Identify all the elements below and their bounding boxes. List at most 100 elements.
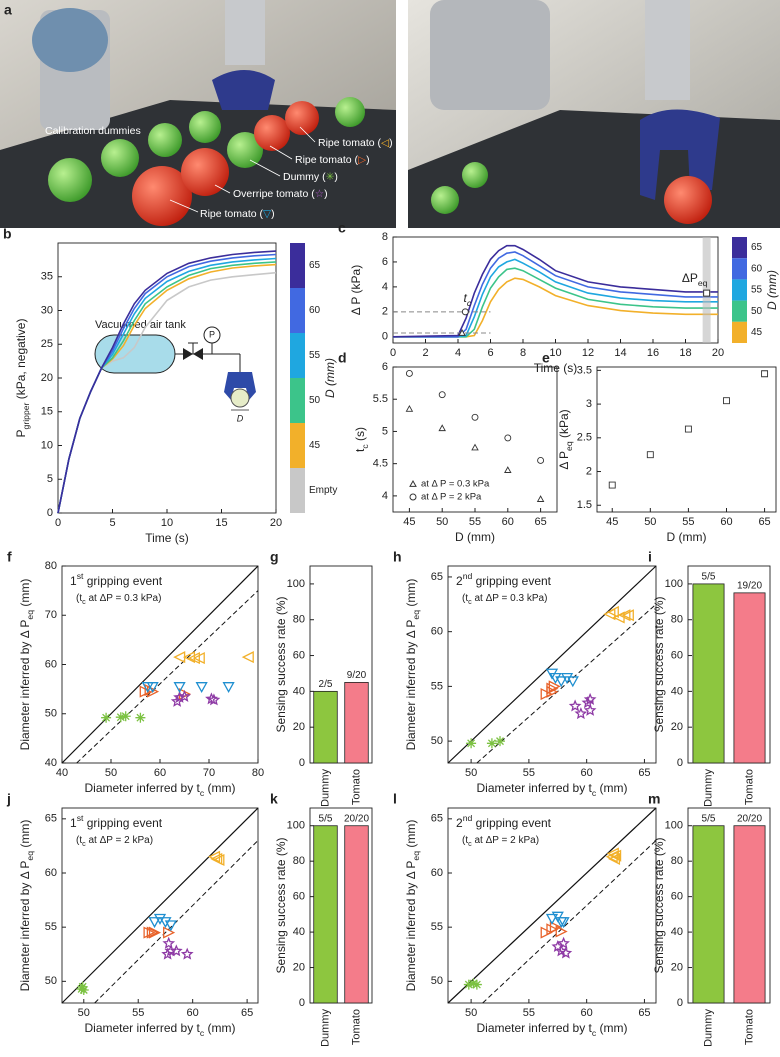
annotation-text: Dummy ( (283, 171, 326, 183)
y-tick-label: 4 (382, 281, 388, 293)
x-tick-label: 55 (523, 1007, 535, 1019)
y-tick-label: 60 (293, 649, 305, 661)
annotation-text: ) (334, 171, 338, 183)
y-axis-label-part: P (14, 429, 28, 437)
y-axis-label-part: (mm) (18, 820, 32, 851)
panel-label: k (270, 791, 278, 807)
chart-title: 2nd gripping event (456, 813, 552, 830)
value-label: 19/20 (737, 581, 762, 592)
chart-title-part: nd (463, 571, 473, 581)
bar (345, 826, 369, 1003)
point (623, 610, 633, 620)
y-tick-label: 10 (41, 439, 53, 451)
point (487, 738, 497, 748)
x-tick-label: 70 (203, 767, 215, 779)
point (585, 706, 595, 715)
annotation: tc (463, 291, 471, 308)
annotation-text: ) (324, 188, 328, 200)
y-tick-label: 30 (41, 304, 53, 316)
data-line (393, 252, 718, 337)
y-tick-label: 4 (382, 490, 388, 502)
bar (314, 691, 338, 763)
colorbar-tick-label: 45 (309, 440, 321, 451)
value-label: 20/20 (737, 813, 762, 824)
y-tick-label: 55 (431, 680, 443, 692)
y-axis-label: Sensing success rate (%) (274, 596, 288, 732)
colorbar-segment (290, 333, 305, 378)
photo-left (0, 0, 396, 228)
y-tick-label: 8 (382, 231, 388, 243)
colorbar-segment (290, 243, 305, 288)
y-axis-label-part: Δ P (557, 451, 571, 470)
y-tick-label: 80 (45, 560, 57, 572)
y-axis-label-part: eq (25, 610, 35, 620)
x-tick-label: 55 (682, 516, 694, 528)
dashed-line (483, 841, 656, 1004)
chart-title: 2nd gripping event (456, 571, 552, 588)
x-tick-label: 45 (606, 516, 618, 528)
colorbar-tick-label: Empty (309, 485, 337, 496)
y-tick-label: 50 (431, 975, 443, 987)
value-label: 20/20 (344, 813, 369, 824)
x-tick-label: 50 (78, 1007, 90, 1019)
plot-frame (393, 367, 557, 512)
y-tick-label: 20 (671, 721, 683, 733)
value-label: 9/20 (347, 670, 367, 681)
x-tick-label: 5 (109, 517, 115, 529)
x-axis-label: D (mm) (667, 530, 707, 544)
annotation: Ripe tomato (▷) (295, 154, 370, 166)
chart-subtitle: (tc at ΔP = 2 kPa) (76, 835, 153, 849)
bar (693, 826, 724, 1003)
y-tick-label: 5 (382, 425, 388, 437)
x-tick-label: 20 (712, 347, 724, 359)
y-axis-label-part: eq (564, 441, 574, 451)
x-tick-label: 55 (132, 1007, 144, 1019)
colorbar-label: D (mm) (765, 270, 779, 310)
chart-subtitle-part: at ΔP = 2 kPa) (472, 835, 539, 846)
valve (193, 348, 203, 360)
colorbar-segment (290, 288, 305, 333)
y-tick-label: 55 (45, 921, 57, 933)
y-tick-label: 100 (665, 578, 683, 590)
y-axis-label-part: eq (25, 851, 35, 861)
y-axis-label: Sensing success rate (%) (652, 837, 666, 973)
annotation-text: Calibration dummies (45, 125, 141, 137)
x-tick-label: Dummy (702, 769, 714, 807)
x-tick-label: Dummy (319, 1009, 331, 1047)
y-axis-label-part: (mm) (18, 579, 32, 610)
chart-title-part: gripping event (472, 574, 551, 588)
point (538, 457, 544, 463)
valve (183, 348, 193, 360)
annotation-text: Ripe tomato ( (295, 154, 359, 166)
dashed-line (477, 604, 656, 763)
x-tick-label: 10 (549, 347, 561, 359)
chart-subtitle-part: at ΔP = 0.3 kPa) (86, 593, 162, 604)
annotation: Calibration dummies (45, 125, 141, 137)
annotation-text: Overripe tomato ( (233, 188, 315, 200)
x-tick-label: 6 (487, 347, 493, 359)
x-axis-label-part: (mm) (596, 781, 627, 795)
y-tick-label: 80 (671, 614, 683, 626)
y-tick-label: 2.5 (577, 432, 592, 444)
point (570, 701, 580, 710)
y-tick-label: 50 (45, 708, 57, 720)
panel-label: l (393, 791, 397, 807)
y-tick-label: 70 (45, 609, 57, 621)
y-tick-label: 20 (41, 372, 53, 384)
y-tick-label: 55 (431, 921, 443, 933)
y-tick-label: 2 (382, 306, 388, 318)
x-tick-label: 65 (534, 516, 546, 528)
x-tick-label: 55 (523, 767, 535, 779)
chart-title-part: gripping event (83, 816, 162, 830)
y-tick-label: 50 (45, 975, 57, 987)
point (472, 414, 478, 420)
x-tick-label: 10 (161, 517, 173, 529)
x-tick-label: 50 (465, 767, 477, 779)
x-tick-label: 65 (638, 1007, 650, 1019)
x-axis-label-part: (mm) (596, 1021, 627, 1035)
colorbar-segment (732, 301, 747, 322)
x-tick-label: 8 (520, 347, 526, 359)
chart-subtitle-part: at ΔP = 0.3 kPa) (472, 593, 548, 604)
x-tick-label: 12 (582, 347, 594, 359)
x-axis-label-part: Diameter inferred by t (476, 781, 592, 795)
